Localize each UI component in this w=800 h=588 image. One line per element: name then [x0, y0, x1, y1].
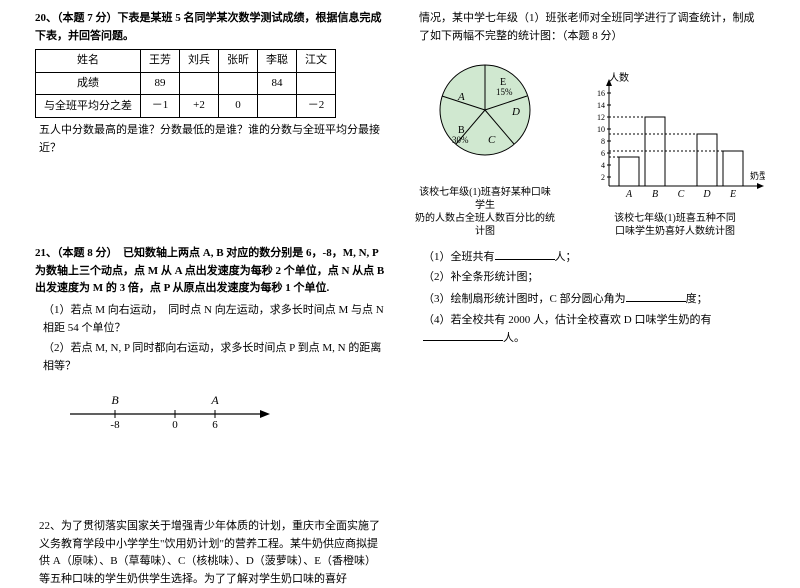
number-line-svg: B A -8 0 6	[65, 386, 275, 431]
r1-4: 84	[258, 72, 297, 95]
svg-text:10: 10	[597, 125, 605, 134]
nl-Bv: -8	[110, 419, 120, 431]
svg-text:E: E	[729, 189, 736, 200]
r1-1: 89	[141, 72, 180, 95]
svg-text:B: B	[652, 189, 658, 200]
blank[interactable]	[495, 248, 555, 260]
pie-svg: E 15% D C B 30% A	[420, 55, 550, 175]
x-axis-label: 奶型	[750, 170, 765, 181]
q21-sub1: （1）若点 M 向右运动， 同时点 N 向左运动，求多长时间点 M 与点 N 相…	[43, 302, 385, 337]
th-5: 江文	[297, 50, 336, 73]
nl-0: 0	[172, 419, 178, 431]
th-4: 李聪	[258, 50, 297, 73]
svg-text:A: A	[457, 91, 465, 103]
table-row: 姓名 王芳 刘兵 张昕 李聪 江文	[36, 50, 336, 73]
svg-text:30%: 30%	[452, 135, 469, 145]
svg-text:C: C	[678, 189, 685, 200]
nl-Av: 6	[212, 419, 218, 431]
q22-intro: 22、为了贯彻落实国家关于增强青少年体质的计划，重庆市全面实施了义务教育学段中小…	[35, 518, 385, 588]
y-axis-label: 人数	[609, 71, 629, 84]
sub3-a: （3）绘制扇形统计图时，C 部分圆心角为	[423, 293, 626, 305]
r1-3	[219, 72, 258, 95]
svg-text:16: 16	[597, 89, 605, 98]
q20-title: 20、（本题 7 分）下表是某班 5 名同学某次数学测试成绩，根据信息完成下表，…	[35, 10, 385, 45]
q21-title: 21、（本题 8 分） 已知数轴上两点 A, B 对应的数分别是 6，-8，M,…	[35, 245, 385, 298]
r2-4	[258, 95, 297, 118]
svg-text:2: 2	[601, 173, 605, 182]
nl-A: A	[210, 393, 219, 407]
svg-text:4: 4	[601, 161, 605, 170]
q20-table: 姓名 王芳 刘兵 张昕 李聪 江文 成绩 89 84 与全班平均分之差 －1 +…	[35, 49, 336, 118]
th-2: 刘兵	[180, 50, 219, 73]
nl-B: B	[111, 393, 119, 407]
r2-1: －1	[141, 95, 180, 118]
q21-sub2: （2）若点 M, N, P 同时都向右运动，求多长时间点 P 到点 M, N 的…	[43, 340, 385, 375]
r1-label: 成绩	[36, 72, 141, 95]
q22-title: 22、为了贯彻落实国家关于增强青少年体质的计划，重庆市全面实施了义务教育学段中小…	[39, 518, 385, 588]
r1-5	[297, 72, 336, 95]
r2-3: 0	[219, 95, 258, 118]
svg-text:12: 12	[597, 113, 605, 122]
q22-sub3: （3）绘制扇形统计图时，C 部分圆心角为 度；	[423, 290, 765, 309]
table-row: 成绩 89 84	[36, 72, 336, 95]
charts-row: E 15% D C B 30% A 该校七年级(1)班喜好某种口味学生奶的人数占…	[415, 55, 765, 238]
r1-2	[180, 72, 219, 95]
sub1-b: 人；	[555, 251, 577, 263]
sub4-b: 人。	[503, 332, 525, 344]
table-row: 与全班平均分之差 －1 +2 0 －2	[36, 95, 336, 118]
q20-question: 五人中分数最高的是谁？分数最低的是谁？谁的分数与全班平均分最接近？	[39, 122, 385, 157]
r2-label: 与全班平均分之差	[36, 95, 141, 118]
svg-text:15%: 15%	[496, 87, 513, 97]
q22-sub1: （1）全班共有 人；	[423, 248, 765, 267]
svg-text:8: 8	[601, 137, 605, 146]
svg-text:14: 14	[597, 101, 605, 110]
sub4-a: （4）若全校共有 2000 人，估计全校喜欢 D 口味学生奶的有	[423, 314, 711, 326]
bar-caption: 该校七年级(1)班喜五种不同口味学生奶喜好人数统计图	[585, 212, 765, 238]
th-3: 张昕	[219, 50, 258, 73]
svg-text:C: C	[488, 134, 496, 146]
sub1-a: （1）全班共有	[423, 251, 495, 263]
sub3-b: 度；	[686, 293, 708, 305]
blank[interactable]	[423, 329, 503, 341]
spacer	[35, 438, 385, 518]
q22-sub2: （2）补全条形统计图；	[423, 269, 765, 287]
x-ticks: A B C D E	[625, 189, 736, 200]
r2-5: －2	[297, 95, 336, 118]
svg-text:6: 6	[601, 149, 605, 158]
th-1: 王芳	[141, 50, 180, 73]
pie-caption: 该校七年级(1)班喜好某种口味学生奶的人数占全班人数百分比的统计图	[415, 186, 555, 238]
svg-text:D: D	[511, 106, 520, 118]
q22-cont: 情况，某中学七年级（1）班张老师对全班同学进行了调查统计，制成了如下两幅不完整的…	[419, 10, 765, 45]
pie-chart: E 15% D C B 30% A 该校七年级(1)班喜好某种口味学生奶的人数占…	[415, 55, 555, 238]
spacer	[35, 165, 385, 245]
svg-text:D: D	[702, 189, 711, 200]
svg-text:A: A	[625, 189, 633, 200]
left-column: 20、（本题 7 分）下表是某班 5 名同学某次数学测试成绩，根据信息完成下表，…	[20, 10, 400, 555]
r2-2: +2	[180, 95, 219, 118]
q20: 20、（本题 7 分）下表是某班 5 名同学某次数学测试成绩，根据信息完成下表，…	[35, 10, 385, 157]
q22-sub4: （4）若全校共有 2000 人，估计全校喜欢 D 口味学生奶的有人。	[423, 312, 765, 348]
blank[interactable]	[626, 290, 686, 302]
right-column: 情况，某中学七年级（1）班张老师对全班同学进行了调查统计，制成了如下两幅不完整的…	[400, 10, 780, 555]
bar-chart: 人数 16 14 12 10 8 6 4 2	[585, 71, 765, 238]
bar-svg: 人数 16 14 12 10 8 6 4 2	[585, 71, 765, 201]
q21: 21、（本题 8 分） 已知数轴上两点 A, B 对应的数分别是 6，-8，M,…	[35, 245, 385, 438]
th-name: 姓名	[36, 50, 141, 73]
